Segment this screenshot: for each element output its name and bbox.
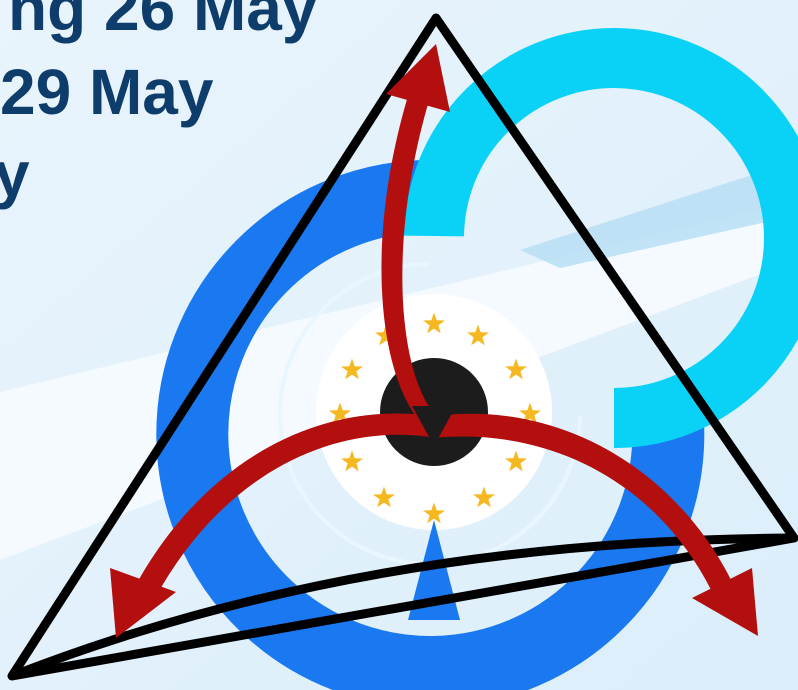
arrow-left: [130, 413, 436, 604]
arrow-up-head: [386, 44, 450, 112]
arrow-up: [381, 96, 438, 432]
arrow-left-head: [110, 568, 176, 638]
triangle-outline: [7, 13, 798, 681]
center-triangle: [412, 406, 456, 446]
headline-line-3: y: [0, 138, 30, 210]
outer-ring: [156, 159, 705, 690]
arrow-right: [432, 413, 736, 600]
inner-ring: [404, 28, 798, 448]
red-arrows: [110, 44, 758, 638]
headline-line-2: 29 May: [0, 56, 214, 128]
horizon-curve: [10, 533, 795, 681]
arrow-right-head: [692, 568, 758, 636]
headline-line-1: ng 26 May: [8, 0, 318, 44]
